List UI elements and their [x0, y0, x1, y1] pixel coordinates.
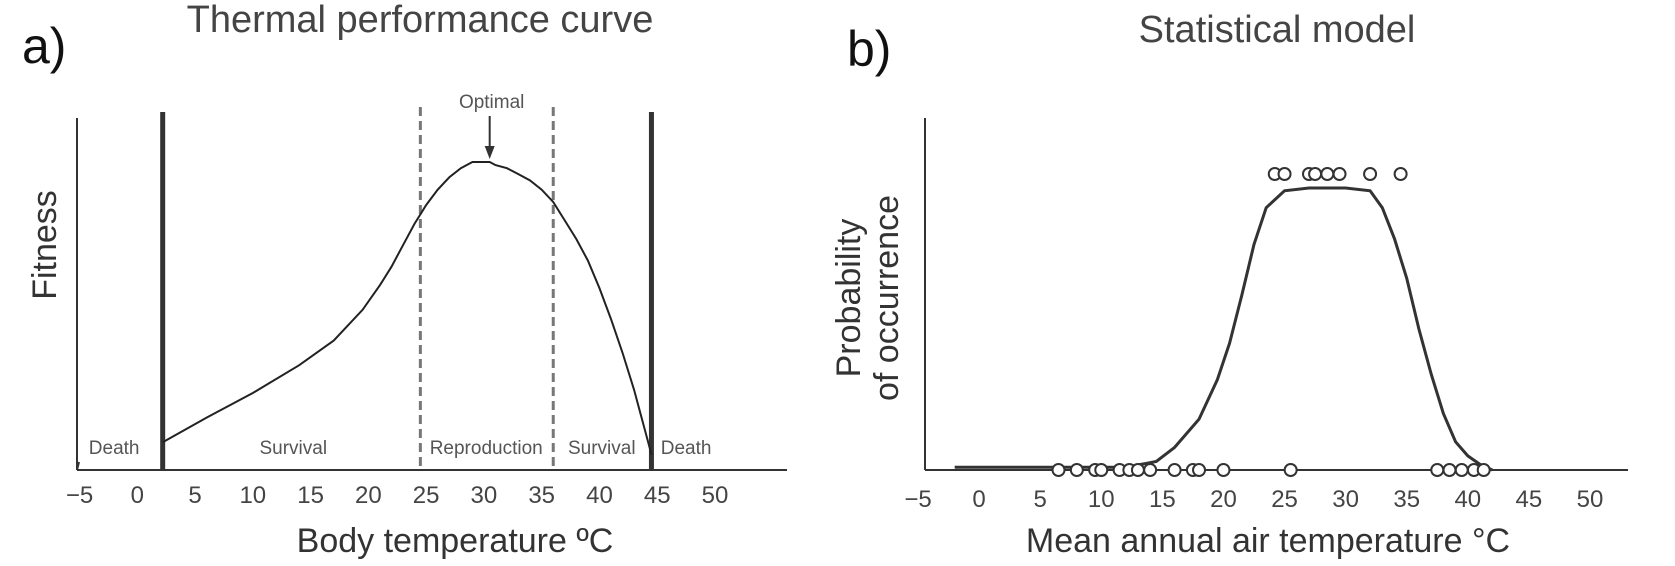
- absence-point: [1167, 463, 1182, 477]
- zone-label-survival: Survival: [568, 438, 636, 459]
- panel-a-x-axis-label: Body temperature ºC: [297, 522, 614, 560]
- absence-point: [1192, 463, 1207, 477]
- presence-point: [1320, 167, 1335, 181]
- panel-b-y-axis-label-line-1: Probability: [830, 219, 868, 378]
- panel-b-y-axis-label-line-2: of occurrence: [868, 195, 906, 401]
- panel-a-zone-labels: Death Survival Reproduction Survival Death: [89, 438, 712, 459]
- panel-b-x-tick-label: 15: [1149, 486, 1176, 513]
- absence-point: [1283, 463, 1298, 477]
- absence-point: [1051, 463, 1066, 477]
- absence-point: [1069, 463, 1084, 477]
- absence-point: [1143, 463, 1158, 477]
- panel-a-limit-lines: [76, 107, 654, 471]
- panel-a-x-tick-label: 40: [586, 482, 613, 509]
- panel-b-y-axis-label: Probability of occurrence: [830, 195, 906, 401]
- panel-b-x-axis-label: Mean annual air temperature °C: [1026, 522, 1510, 560]
- panel-a-label: a): [22, 18, 66, 74]
- panel-b-x-tick-label: 30: [1332, 486, 1359, 513]
- panel-a-fitness-curve: [162, 161, 653, 455]
- panel-a-x-tick-label: 45: [644, 482, 671, 509]
- panel-a-title: Thermal performance curve: [187, 0, 654, 41]
- absence-point: [1216, 463, 1231, 477]
- optimal-annotation-label: Optimal: [459, 92, 524, 113]
- panel-b-title: Statistical model: [1139, 9, 1416, 51]
- panel-a-x-tick-label: 25: [413, 482, 440, 509]
- panel-b-x-tick-label: 5: [1034, 486, 1047, 513]
- panel-b-x-tick-label: 25: [1271, 486, 1298, 513]
- panel-b-x-tick-label: 0: [972, 486, 985, 513]
- panel-a-x-tick-label: 20: [355, 482, 382, 509]
- panel-b-x-tick-label: 50: [1577, 486, 1604, 513]
- panel-b-probability-curve: [954, 186, 1493, 472]
- panel-b-observation-points: [1051, 167, 1491, 477]
- panel-a-x-tick-label: 30: [471, 482, 498, 509]
- presence-point: [1363, 167, 1378, 181]
- absence-point: [1430, 463, 1445, 477]
- panel-b-x-tick-label: −5: [904, 486, 931, 513]
- zone-label-reproduction: Reproduction: [430, 438, 543, 459]
- panel-b-statistical-model-chart: b) Statistical model Probability of occu…: [830, 9, 1628, 560]
- presence-point: [1308, 167, 1323, 181]
- panel-b-x-tick-label: 45: [1516, 486, 1543, 513]
- panel-a-thermal-performance-chart: a) Thermal performance curve Fitness Bod…: [22, 0, 787, 560]
- zone-label-death: Death: [89, 438, 140, 459]
- panel-a-x-tick-label: 15: [297, 482, 324, 509]
- panel-a-x-tick-label: 35: [528, 482, 555, 509]
- panel-a-left-edge-mark: [76, 461, 80, 471]
- panel-a-x-tick-label: 0: [131, 482, 144, 509]
- absence-point: [1094, 463, 1109, 477]
- panel-b-x-tick-label: 40: [1454, 486, 1481, 513]
- panel-b-x-tick-label: 35: [1393, 486, 1420, 513]
- presence-point: [1393, 167, 1408, 181]
- zone-label-survival: Survival: [259, 438, 327, 459]
- zone-label-death: Death: [661, 438, 712, 459]
- panel-b-x-tick-label: 20: [1210, 486, 1237, 513]
- panel-a-x-ticks: −5 0 5 10 15 20 25 30 35 40 45 50: [66, 482, 729, 509]
- panel-b-label: b): [847, 21, 891, 77]
- absence-point: [1454, 463, 1469, 477]
- absence-point: [1476, 463, 1491, 477]
- panel-a-x-tick-label: 50: [702, 482, 729, 509]
- panel-a-annotations: Optimal: [459, 92, 524, 159]
- absence-point: [1442, 463, 1457, 477]
- panel-a-x-tick-label: 10: [239, 482, 266, 509]
- panel-a-x-tick-label: 5: [188, 482, 201, 509]
- panel-b-x-tick-label: 10: [1088, 486, 1115, 513]
- panel-b-x-ticks: −5 0 5 10 15 20 25 30 35 40 45 50: [904, 486, 1603, 513]
- panel-a-x-tick-label: −5: [66, 482, 93, 509]
- presence-point: [1332, 167, 1347, 181]
- optimal-arrow-head: [484, 146, 495, 159]
- presence-point: [1277, 167, 1292, 181]
- absence-point: [1130, 463, 1145, 477]
- panel-a-y-axis-label: Fitness: [26, 190, 64, 300]
